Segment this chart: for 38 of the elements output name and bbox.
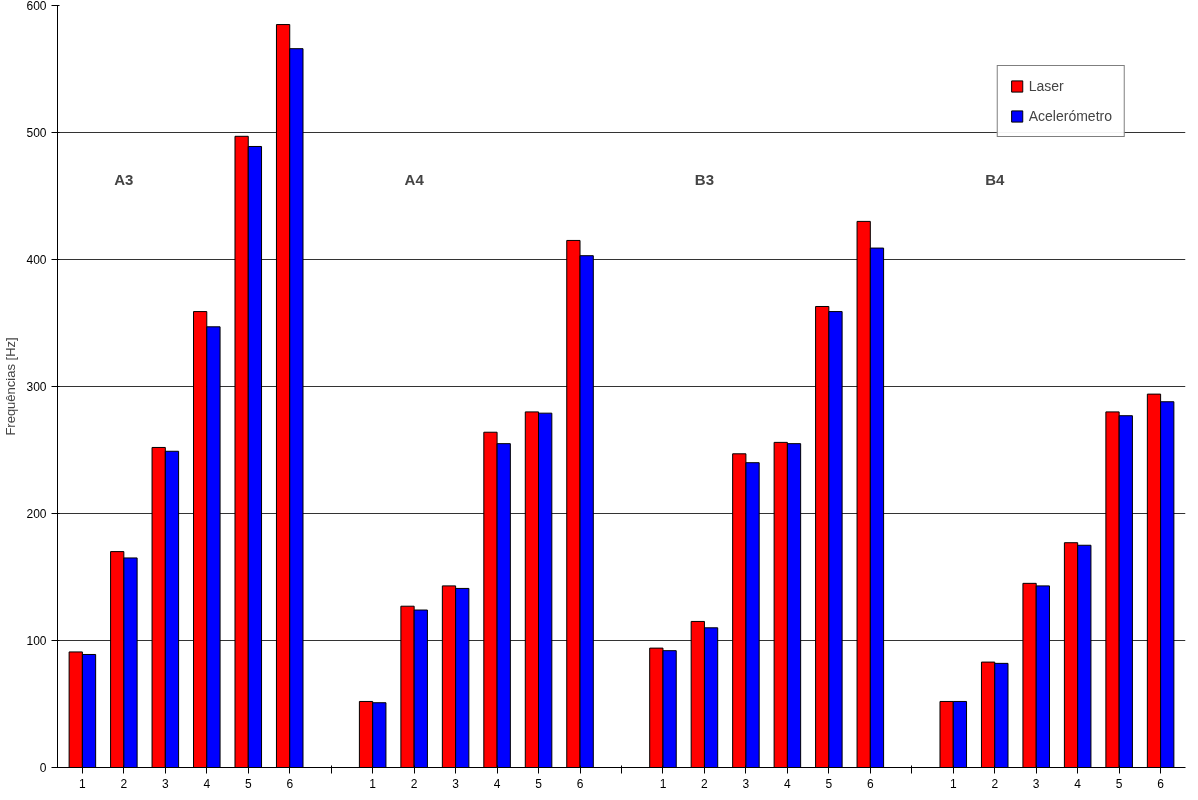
x-tick-label: 5 <box>535 776 543 791</box>
legend-label: Acelerómetro <box>1028 108 1112 124</box>
y-tick-label: 100 <box>26 634 47 648</box>
annotation: B3 <box>694 171 715 189</box>
x-tick-label: 3 <box>161 776 169 791</box>
annotation: A4 <box>404 171 425 189</box>
x-tick-label: 1 <box>369 776 377 791</box>
x-tick-label: 1 <box>949 776 957 791</box>
legend-label: Laser <box>1028 78 1064 94</box>
y-tick-label: 300 <box>26 380 47 394</box>
x-tick-label: 3 <box>452 776 460 791</box>
x-tick-label: 5 <box>244 776 252 791</box>
y-tick-label: 400 <box>26 253 47 267</box>
x-tick-label: 4 <box>1074 776 1082 791</box>
x-tick-label: 2 <box>120 776 128 791</box>
x-tick-label: 5 <box>1115 776 1123 791</box>
x-tick-label: 4 <box>784 776 792 791</box>
y-tick-label: 200 <box>26 507 47 521</box>
annotation: A3 <box>114 171 134 189</box>
x-tick-label: 6 <box>866 776 874 791</box>
x-tick-label: 5 <box>825 776 833 791</box>
x-tick-label: 6 <box>576 776 584 791</box>
y-tick-label: 500 <box>26 126 47 140</box>
annotation: B4 <box>985 171 1005 189</box>
x-tick-label: 1 <box>659 776 667 791</box>
x-tick-label: 4 <box>203 776 211 791</box>
x-tick-label: 2 <box>991 776 999 791</box>
x-tick-label: 2 <box>701 776 709 791</box>
x-tick-label: 1 <box>79 776 87 791</box>
y-tick-label: 0 <box>39 761 47 775</box>
x-tick-label: 6 <box>286 776 294 791</box>
x-tick-label: 3 <box>1032 776 1040 791</box>
x-tick-label: 6 <box>1157 776 1165 791</box>
y-axis-title: Frequências [Hz] <box>3 337 19 436</box>
y-tick-label: 600 <box>26 0 47 13</box>
x-tick-label: 4 <box>493 776 501 791</box>
x-tick-label: 2 <box>410 776 418 791</box>
x-tick-label: 3 <box>742 776 750 791</box>
